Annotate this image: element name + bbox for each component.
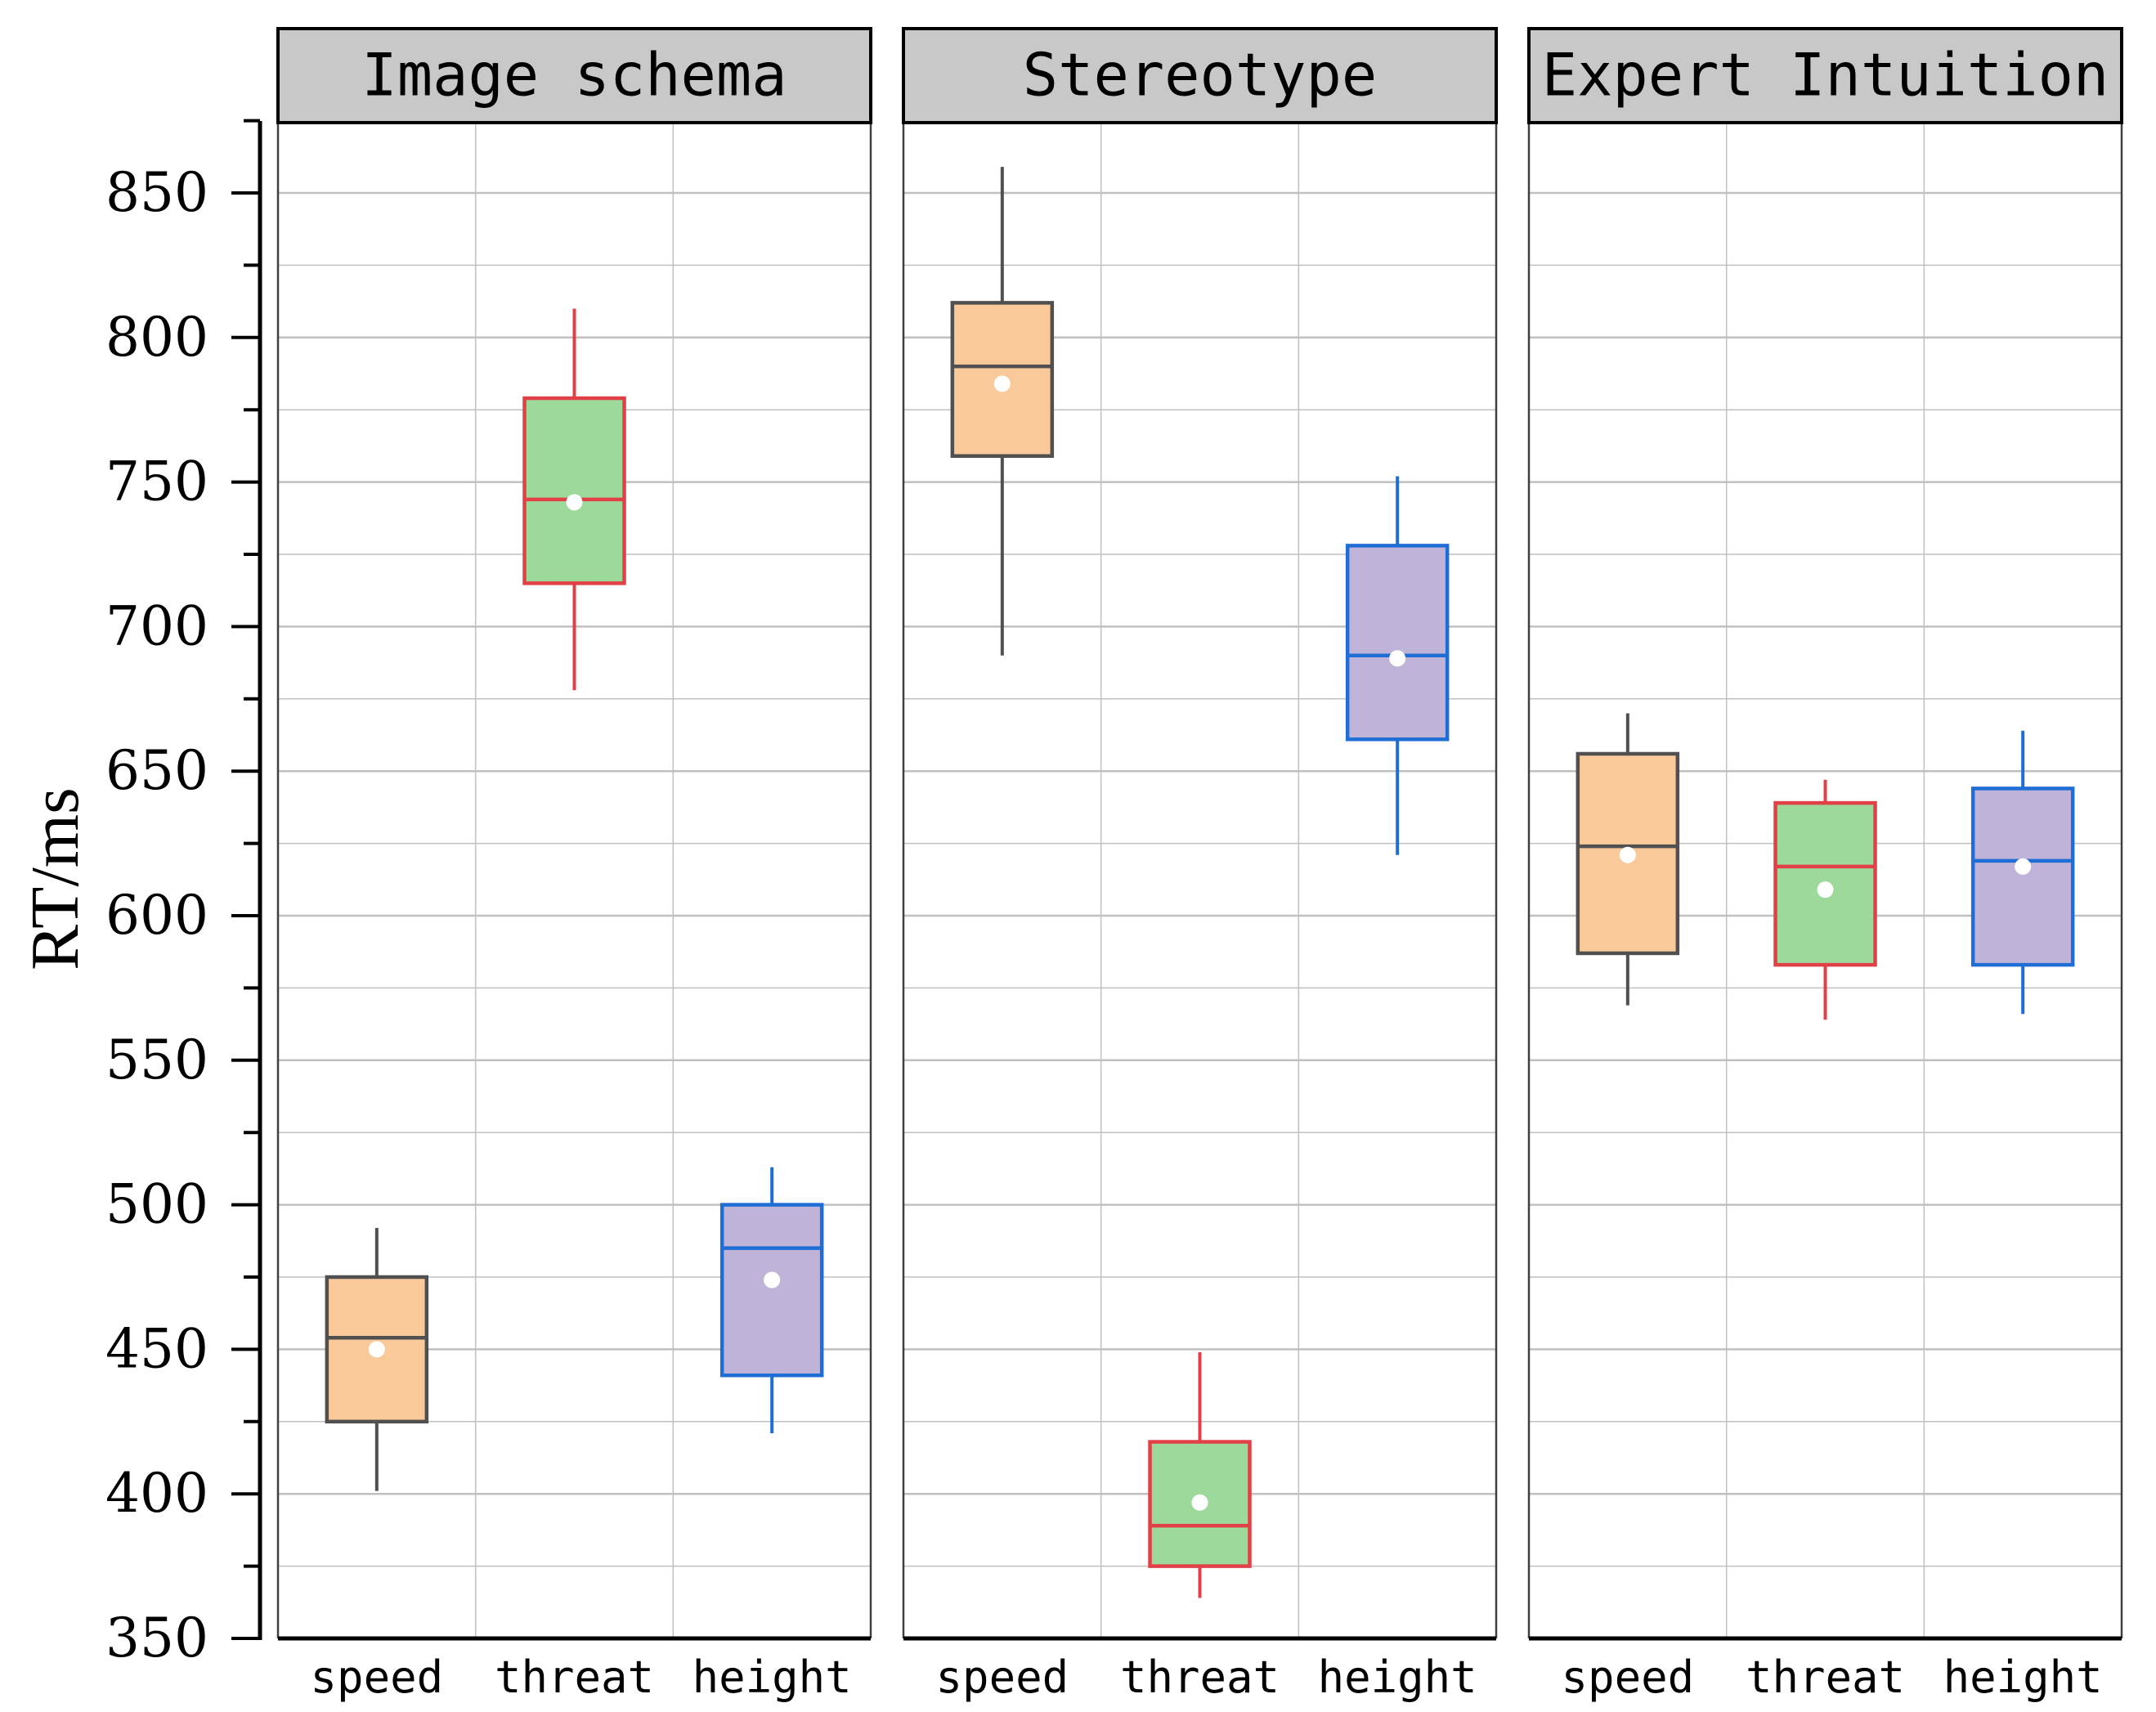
panel-title: Expert Intuition [1542, 41, 2109, 110]
box-height [719, 1167, 824, 1433]
y-tick-label: 450 [105, 1317, 208, 1380]
x-tick-label: speed [311, 1651, 444, 1703]
y-tick-label: 600 [105, 884, 208, 947]
panel-header [276, 27, 872, 124]
panel-header [1527, 27, 2123, 124]
mean-marker [368, 1341, 385, 1358]
box-speed [1576, 713, 1680, 1006]
box-threat [522, 308, 626, 691]
x-tick-label: height [1318, 1651, 1477, 1703]
mean-marker [2015, 858, 2032, 875]
x-tick-label: speed [936, 1651, 1069, 1703]
y-tick-label: 850 [105, 161, 208, 224]
x-tick-label: threat [1120, 1651, 1280, 1703]
box-height [1970, 730, 2075, 1015]
mean-marker [1619, 846, 1636, 863]
box-speed [950, 167, 1055, 656]
mean-marker [764, 1271, 781, 1288]
box-iqr [1345, 544, 1450, 742]
panel-header [902, 27, 1498, 124]
facet-panels: Image schema speed threat height Stereotype s… [276, 27, 2123, 1703]
y-tick-label: 750 [105, 450, 208, 513]
box-iqr [1148, 1440, 1252, 1568]
mean-marker [1389, 650, 1406, 667]
box-iqr [1970, 787, 2075, 967]
y-tick-label: 500 [105, 1173, 208, 1236]
panel-title: Image schema [361, 41, 787, 110]
y-tick-label: 700 [105, 594, 208, 657]
x-tick-label: height [1943, 1651, 2103, 1703]
mean-marker [1191, 1494, 1208, 1511]
box-iqr [719, 1203, 824, 1378]
mean-marker [1817, 881, 1834, 899]
y-tick-label: 350 [105, 1607, 208, 1669]
y-tick-label: 650 [105, 739, 208, 802]
y-tick-label: 400 [105, 1462, 208, 1525]
y-axis-title: RT/ms [17, 787, 93, 970]
box-threat [1148, 1351, 1252, 1598]
box-series [325, 167, 2075, 1598]
x-tick-label: height [693, 1651, 852, 1703]
y-tick-label: 550 [105, 1029, 208, 1091]
mean-marker [566, 494, 583, 511]
box-height [1345, 476, 1450, 855]
y-axis: 350 400 450 500 550 600 650 700 750 800 850 [105, 119, 262, 1669]
x-tick-label: threat [1746, 1651, 1905, 1703]
box-iqr [522, 396, 626, 585]
y-tick-label: 800 [105, 306, 208, 369]
x-tick-label: speed [1562, 1651, 1695, 1703]
mean-marker [993, 375, 1011, 392]
panel-title: Stereotype [1023, 41, 1377, 110]
x-tick-label: threat [495, 1651, 654, 1703]
box-speed [325, 1227, 429, 1491]
box-threat [1773, 779, 1877, 1020]
